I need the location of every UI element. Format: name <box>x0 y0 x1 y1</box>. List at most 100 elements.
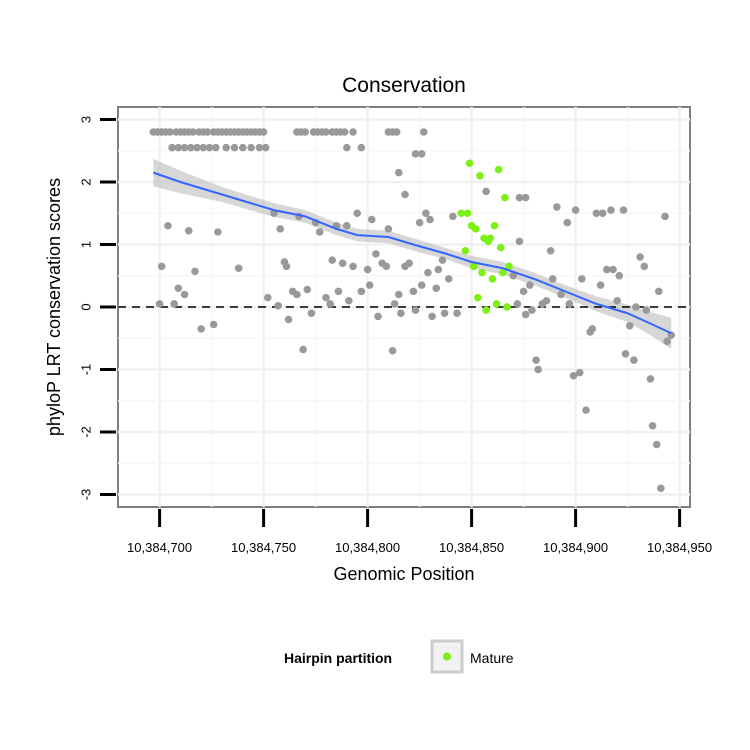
point-other <box>548 275 557 283</box>
point-other <box>619 206 628 214</box>
point-other <box>349 128 357 136</box>
point-other <box>419 128 428 136</box>
point-other <box>588 325 597 333</box>
y-axis-label: phyloP LRT conservation scores <box>44 178 64 436</box>
point-mature <box>486 234 495 243</box>
point-other <box>615 271 624 280</box>
point-other <box>349 262 357 271</box>
point-mature <box>488 275 497 283</box>
point-other <box>405 259 414 268</box>
legend-title: Hairpin partition <box>284 650 392 666</box>
point-other <box>661 212 669 221</box>
point-other <box>607 206 615 214</box>
point-other <box>609 265 617 274</box>
legend: Hairpin partition Mature <box>284 639 514 674</box>
point-mature <box>499 268 507 277</box>
point-mature <box>496 243 505 252</box>
point-other <box>422 209 430 218</box>
point-other <box>565 300 574 308</box>
point-other <box>384 225 393 233</box>
point-other <box>255 143 264 152</box>
point-other <box>357 143 366 152</box>
point-other <box>328 256 337 264</box>
point-other <box>625 321 634 330</box>
point-other <box>663 337 671 346</box>
point-other <box>657 484 665 493</box>
point-other <box>340 128 349 136</box>
point-other <box>315 228 324 236</box>
point-other <box>230 143 239 152</box>
point-other <box>575 368 584 377</box>
point-other <box>239 143 247 152</box>
point-other <box>640 262 649 271</box>
x-tick-label: 10,384,800 <box>335 540 400 555</box>
point-other <box>293 290 301 299</box>
data-points <box>149 128 676 493</box>
point-mature <box>478 268 486 277</box>
point-other <box>191 267 199 276</box>
point-other <box>415 218 424 227</box>
point-other <box>642 306 651 314</box>
point-other <box>546 246 555 255</box>
y-tick-label: 1 <box>79 241 94 248</box>
point-other <box>372 250 380 258</box>
point-other <box>553 203 561 211</box>
point-mature <box>461 246 470 255</box>
point-other <box>392 128 401 136</box>
point-other <box>164 221 172 230</box>
point-other <box>542 296 551 305</box>
point-other <box>395 168 403 177</box>
point-other <box>509 271 517 280</box>
point-other <box>357 287 366 296</box>
point-other <box>307 309 316 318</box>
point-mature <box>474 293 482 302</box>
point-other <box>203 128 212 136</box>
point-other <box>184 226 193 235</box>
point-other <box>345 296 353 305</box>
point-other <box>247 143 255 152</box>
point-other <box>569 371 578 380</box>
point-other <box>322 128 330 136</box>
point-other <box>274 301 282 310</box>
point-other <box>621 350 630 358</box>
point-other <box>180 143 189 152</box>
point-other <box>596 281 605 289</box>
point-other <box>434 265 443 274</box>
point-other <box>582 406 590 414</box>
point-other <box>630 356 638 364</box>
point-other <box>428 312 436 321</box>
y-tick-label: 2 <box>79 178 94 185</box>
point-other <box>326 300 334 308</box>
point-other <box>449 212 457 221</box>
y-tick-label: -2 <box>79 426 94 438</box>
point-other <box>155 300 164 308</box>
point-other <box>526 281 534 289</box>
legend-label-mature: Mature <box>470 650 514 666</box>
point-other <box>411 306 420 314</box>
y-tick-label: -3 <box>79 489 94 501</box>
point-other <box>515 193 524 202</box>
x-tick-label: 10,384,850 <box>439 540 504 555</box>
point-other <box>401 190 409 199</box>
point-mature <box>482 306 490 314</box>
point-other <box>322 293 330 302</box>
point-other <box>519 287 528 296</box>
point-other <box>263 293 272 302</box>
point-other <box>299 345 307 354</box>
point-other <box>557 290 565 299</box>
point-other <box>157 262 166 271</box>
point-other <box>261 143 270 152</box>
point-other <box>528 306 536 314</box>
point-other <box>276 225 285 233</box>
point-other <box>409 287 418 296</box>
point-mature <box>505 262 513 271</box>
point-other <box>482 187 490 196</box>
point-other <box>411 150 420 158</box>
point-other <box>563 218 572 227</box>
y-tick-label: -1 <box>79 364 94 376</box>
confidence-ribbon <box>153 158 672 349</box>
point-other <box>534 365 542 374</box>
x-tick-label: 10,384,950 <box>647 540 712 555</box>
point-mature <box>457 209 466 218</box>
point-other <box>632 303 640 311</box>
